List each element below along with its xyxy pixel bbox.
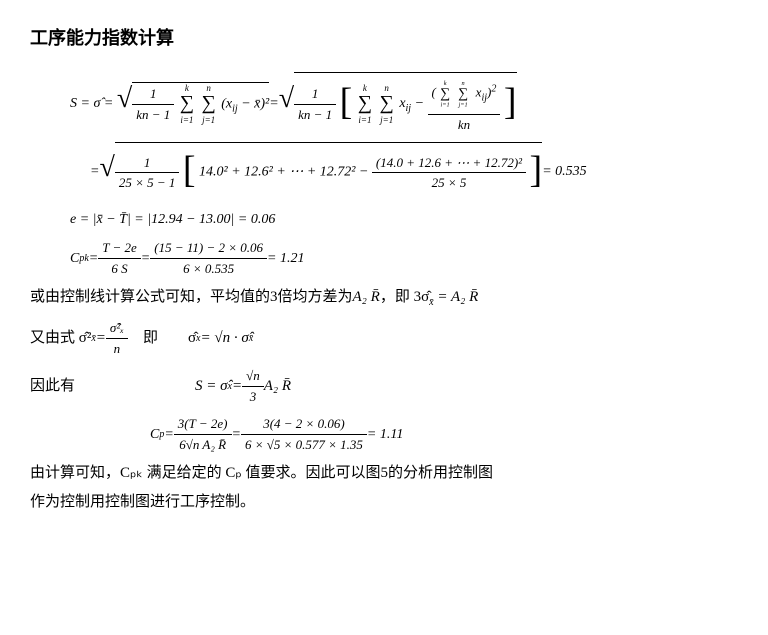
- eq8-f2-den: 6 × √5 × 0.577 × 1.35: [241, 435, 367, 455]
- equation-2: = 1 25 × 5 − 1 [ 14.0² + 12.6² + ⋯ + 12.…: [90, 142, 738, 201]
- eq1-kn: kn: [428, 115, 501, 135]
- eq4-f1-num: T − 2e: [98, 238, 141, 259]
- bracket-right: ]: [504, 74, 517, 131]
- equals: =: [269, 93, 278, 114]
- sum-symbol: n ∑ j=1: [202, 84, 216, 125]
- eq1-frac2-den: kn − 1: [294, 105, 336, 125]
- eq1-frac1-num: 1: [132, 84, 174, 105]
- sqrt-symbol: [279, 82, 294, 124]
- eq8-f1-den: 6√n A₂ R̄: [174, 435, 232, 455]
- eq4-f1-den: 6 S: [98, 259, 141, 279]
- text-line-6: 又由式 σ̂²x̄ = σ̂²ₓ n 即 σ̂x = √n · σ̂x̄: [30, 318, 738, 358]
- eq1-frac2-num: 1: [294, 84, 336, 105]
- sum-symbol: k ∑ i=1: [358, 84, 372, 125]
- eq2-result: = 0.535: [542, 161, 586, 182]
- bracket-left: [: [183, 142, 196, 199]
- eq1-term: (x: [221, 96, 232, 111]
- text-line-7: 因此有 S = σ̂x = √n 3 A₂ R̄: [30, 366, 738, 406]
- eq4-f2-den: 6 × 0.535: [150, 259, 267, 279]
- equation-4: Cpk = T − 2e 6 S = (15 − 11) − 2 × 0.06 …: [70, 238, 738, 278]
- eq2-num: 1: [115, 153, 180, 174]
- bracket-right: ]: [530, 142, 543, 199]
- eq2-inside: 14.0² + 12.6² + ⋯ + 12.72² −: [199, 165, 372, 180]
- bracket-left: [: [340, 74, 353, 131]
- sqrt-symbol: [117, 82, 132, 124]
- eq2-top-num: (14.0 + 12.6 + ⋯ + 12.72)²: [372, 153, 526, 174]
- eq4-f2-num: (15 − 11) − 2 × 0.06: [150, 238, 267, 259]
- eq1-frac1-den: kn − 1: [132, 105, 174, 125]
- eq4-result: = 1.21: [267, 248, 304, 269]
- equation-8: Cp = 3(T − 2e) 6√n A₂ R̄ = 3(4 − 2 × 0.0…: [150, 414, 738, 454]
- sqrt-symbol: [99, 151, 114, 193]
- sum-symbol: n ∑ j=1: [380, 84, 394, 125]
- text-line-5: 或由控制线计算公式可知，平均值的3倍均方差为A₂ R̄，即 3σ̂x̄ = A₂…: [30, 286, 738, 310]
- sum-symbol: k ∑ i=1: [180, 84, 194, 125]
- equation-1: S = σ̂ = 1 kn − 1 k ∑ i=1 n ∑ j=1 (xij −…: [70, 72, 738, 134]
- text-line-9: 由计算可知，Cₚₖ 满足给定的 Cₚ 值要求。因此可以图5的分析用控制图: [30, 462, 738, 485]
- text-line-10: 作为控制用控制图进行工序控制。: [30, 491, 738, 514]
- eq1-lhs: S = σ̂ =: [70, 93, 113, 114]
- page-title: 工序能力指数计算: [30, 25, 738, 52]
- eq8-f2-num: 3(4 − 2 × 0.06): [241, 414, 367, 435]
- eq8-f1-num: 3(T − 2e): [174, 414, 232, 435]
- eq8-result: = 1.11: [367, 424, 403, 445]
- eq3-text: e = |x̄̄ − T̄| = |12.94 − 13.00| = 0.06: [70, 212, 275, 227]
- eq2-top-den: 25 × 5: [372, 173, 526, 193]
- eq2-den: 25 × 5 − 1: [115, 173, 180, 193]
- equation-3: e = |x̄̄ − T̄| = |12.94 − 13.00| = 0.06: [70, 209, 738, 230]
